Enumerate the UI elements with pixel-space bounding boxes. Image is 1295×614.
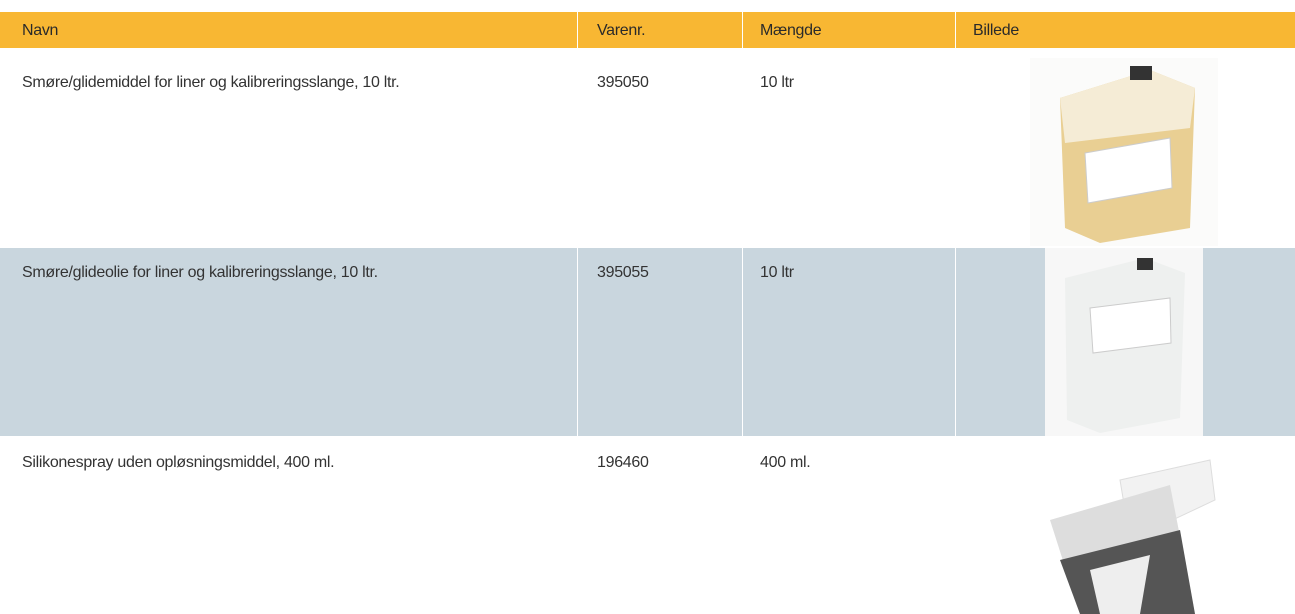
product-name: Silikonespray uden opløsningsmiddel, 400… xyxy=(22,454,334,472)
product-image xyxy=(1020,440,1220,614)
table-header xyxy=(0,12,1295,48)
quantity: 10 ltr xyxy=(760,74,794,92)
column-header: Mængde xyxy=(760,22,821,40)
column-header: Varenr. xyxy=(597,22,645,40)
column-header: Billede xyxy=(973,22,1019,40)
column-divider xyxy=(955,12,956,614)
page: Navn Varenr. Mængde Billede Smøre/glidem… xyxy=(0,0,1295,614)
column-header: Navn xyxy=(22,22,58,40)
quantity: 10 ltr xyxy=(760,264,794,282)
column-divider xyxy=(742,12,743,614)
column-divider xyxy=(577,12,578,614)
quantity: 400 ml. xyxy=(760,454,810,472)
product-name: Smøre/glideolie for liner og kalibrering… xyxy=(22,264,378,282)
item-number: 395050 xyxy=(597,74,649,92)
product-image xyxy=(1030,58,1218,246)
product-name: Smøre/glidemiddel for liner og kalibreri… xyxy=(22,74,399,92)
item-number: 196460 xyxy=(597,454,649,472)
item-number: 395055 xyxy=(597,264,649,282)
product-image xyxy=(1045,248,1203,436)
